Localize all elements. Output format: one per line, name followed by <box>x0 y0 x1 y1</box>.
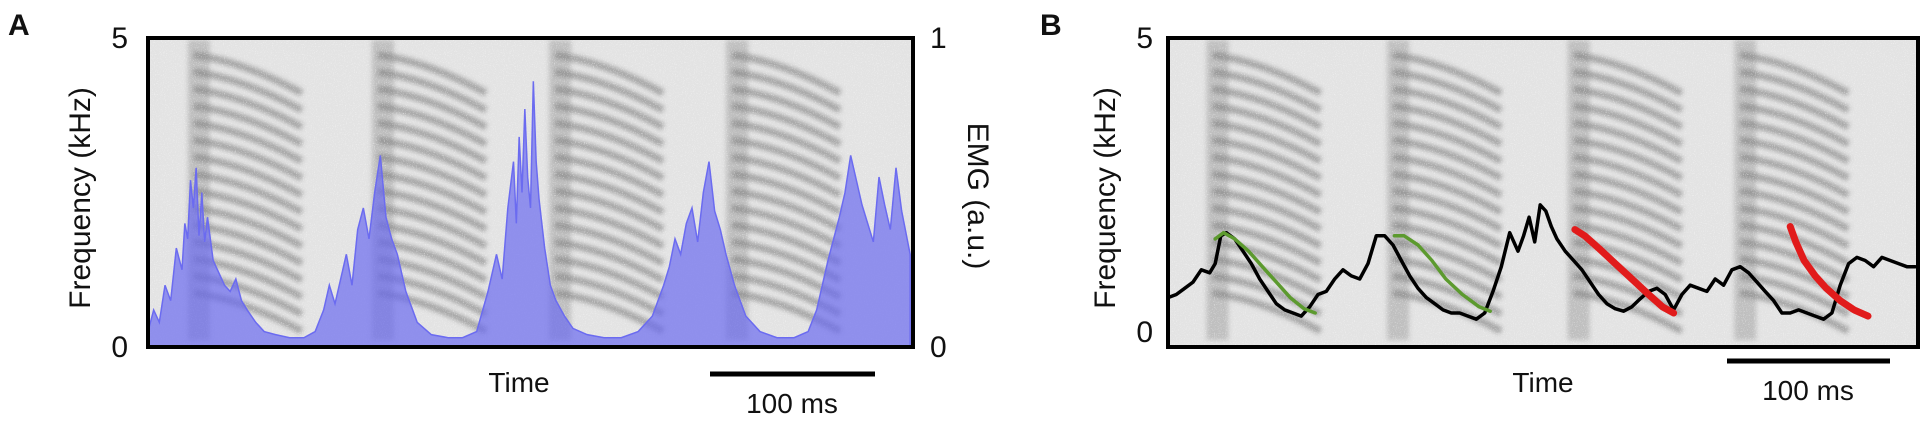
pitch-line-1 <box>1213 230 1317 315</box>
panel-a-y2-axis-label: EMG (a.u.) <box>961 123 994 270</box>
panel-b-y-tick-min: 0 <box>1136 316 1153 349</box>
panel-a-spectrogram <box>148 38 913 347</box>
panel-a-y2-tick-max: 1 <box>930 22 947 55</box>
panel-b-y-tick-max: 5 <box>1136 22 1153 55</box>
panel-b-y-axis-label: Frequency (kHz) <box>1089 87 1122 309</box>
pitch-line-3 <box>1571 226 1678 317</box>
panel-a-letter: A <box>8 9 30 42</box>
panel-a-y2-tick-min: 0 <box>930 331 947 364</box>
pitch-line-2 <box>1392 234 1492 313</box>
panel-a-frame <box>146 36 915 349</box>
panel-a: A 5 0 Frequency (kHz) 1 0 EMG (a.u.) Tim… <box>8 9 994 419</box>
pitch-line-4 <box>1786 223 1872 320</box>
emg-area <box>148 81 911 347</box>
panel-a-emg-trace <box>148 81 911 347</box>
panel-a-y-tick-min: 0 <box>111 331 128 364</box>
panel-a-y-axis-label: Frequency (kHz) <box>64 87 97 309</box>
panel-b-pitch-traces <box>1168 203 1917 321</box>
panel-a-scale-bar-label: 100 ms <box>746 388 838 419</box>
panel-b-x-axis-label: Time <box>1512 367 1573 398</box>
panel-b-speckle <box>1168 38 1918 347</box>
pitch-line-0 <box>1168 203 1917 321</box>
panel-b-spectrogram <box>1168 38 1918 347</box>
panel-a-x-axis-label: Time <box>488 367 549 398</box>
panel-b: B 5 0 Frequency (kHz) Time 100 ms <box>1040 9 1920 406</box>
panel-b-frame <box>1166 36 1920 349</box>
panel-b-letter: B <box>1040 9 1062 42</box>
panel-a-y-tick-max: 5 <box>111 22 128 55</box>
panel-b-scale-bar-label: 100 ms <box>1762 375 1854 406</box>
